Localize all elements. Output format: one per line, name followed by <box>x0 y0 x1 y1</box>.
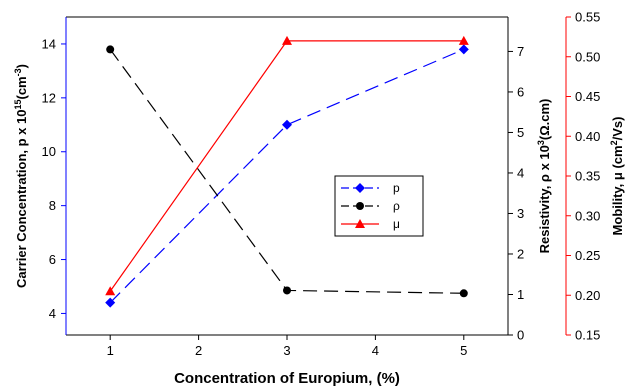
data-point-2 <box>105 286 116 296</box>
x-tick-label: 2 <box>195 343 202 358</box>
left-tick-label: 10 <box>42 144 56 159</box>
data-point-0 <box>458 44 469 55</box>
data-point-0 <box>105 297 116 308</box>
x-tick-label: 5 <box>460 343 467 358</box>
resistivity-tick-label: 1 <box>517 287 524 302</box>
left-axis-label-part: ) <box>14 64 29 68</box>
mobility-axis-label-part: Mobility, μ (cm <box>610 145 625 235</box>
legend-box <box>334 175 424 237</box>
data-point-2 <box>282 35 292 45</box>
left-tick-label: 14 <box>42 36 56 51</box>
mobility-tick-label: 0.35 <box>575 169 600 184</box>
mobility-tick-label: 0.50 <box>575 49 600 64</box>
mobility-tick-label: 0.40 <box>575 129 600 144</box>
legend-label: p <box>393 181 400 195</box>
series-line-2 <box>109 40 464 292</box>
legend-label: μ <box>393 217 400 231</box>
resistivity-axis-label-part: Resistivity, ρ x 10 <box>537 145 552 253</box>
left-axis-label-part: Carrier Concentration, p x 10 <box>14 110 29 288</box>
mobility-tick-label: 0.45 <box>575 89 600 104</box>
mobility-axis-label-part: 2 <box>609 140 619 145</box>
resistivity-tick-label: 3 <box>517 206 524 221</box>
data-point-0 <box>282 119 292 130</box>
left-tick-label: 12 <box>42 90 56 105</box>
resistivity-tick-label: 4 <box>517 165 524 180</box>
legend-label: ρ <box>393 199 400 213</box>
x-tick-label: 4 <box>372 343 379 358</box>
series-line-1 <box>109 49 464 294</box>
resistivity-tick-label: 5 <box>517 125 524 140</box>
resistivity-tick-label: 2 <box>517 246 524 261</box>
left-axis-label: Carrier Concentration, p x 1015(cm-3) <box>13 64 29 288</box>
resistivity-axis-label: Resistivity, ρ x 103(Ω.cm) <box>536 99 552 254</box>
left-axis-label-part: (cm <box>14 76 29 99</box>
data-point-1 <box>106 45 115 54</box>
mobility-tick-label: 0.55 <box>575 10 600 25</box>
x-axis-label: Concentration of Europium, (%) <box>174 370 400 387</box>
left-tick-label: 4 <box>49 306 56 321</box>
resistivity-axis-label-part: 3 <box>536 140 546 145</box>
legend-swatch-marker <box>355 219 365 228</box>
left-tick-label: 8 <box>49 198 56 213</box>
left-tick-label: 6 <box>49 252 56 267</box>
series-line-0 <box>109 48 465 304</box>
mobility-tick-label: 0.25 <box>575 248 600 263</box>
resistivity-tick-label: 0 <box>517 328 524 343</box>
mobility-tick-label: 0.20 <box>575 288 600 303</box>
resistivity-tick-label: 7 <box>517 44 524 59</box>
left-axis-label-part: 15 <box>13 100 23 110</box>
x-tick-label: 3 <box>283 343 290 358</box>
legend-swatch-marker <box>356 202 364 210</box>
x-tick-label: 1 <box>107 343 114 358</box>
left-axis-label-part: -3 <box>13 68 23 76</box>
data-point-1 <box>283 286 291 295</box>
mobility-tick-label: 0.15 <box>575 328 600 343</box>
mobility-axis-label-part: /Vs) <box>610 117 625 141</box>
data-point-1 <box>459 289 468 298</box>
data-point-2 <box>458 35 469 45</box>
mobility-axis-label: Mobility, μ (cm2/Vs) <box>609 117 625 236</box>
legend-swatch-marker <box>355 183 365 193</box>
resistivity-tick-label: 6 <box>517 84 524 99</box>
resistivity-axis-label-part: (Ω.cm) <box>537 99 552 140</box>
mobility-tick-label: 0.30 <box>575 208 600 223</box>
